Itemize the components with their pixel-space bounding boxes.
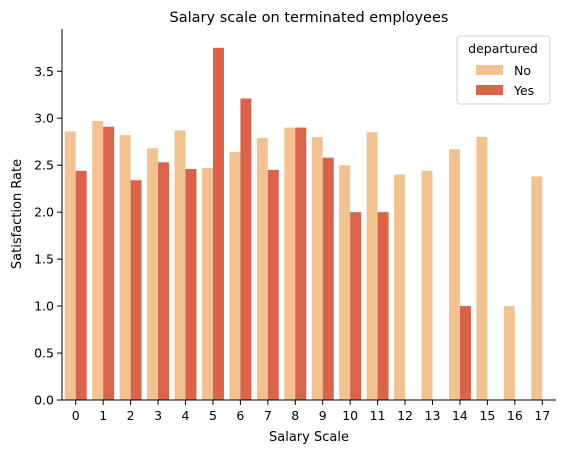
- legend-swatch-no: [476, 65, 503, 75]
- bar-yes-2: [130, 180, 142, 400]
- bar-no-10: [339, 165, 351, 400]
- y-axis: 0.0 0.5 1.0 1.5 2.0 2.5 3.0 3.5: [34, 64, 62, 408]
- y-tick-label: 3.5: [34, 64, 54, 79]
- legend-title: departured: [468, 41, 538, 56]
- bar-yes-14: [459, 306, 471, 400]
- bar-no-13: [421, 170, 433, 400]
- x-tick-label: 6: [236, 408, 244, 423]
- x-tick-label: 2: [127, 408, 135, 423]
- x-tick-label: 16: [507, 408, 523, 423]
- bar-no-8: [284, 127, 296, 401]
- x-tick-label: 8: [291, 408, 299, 423]
- bar-no-2: [119, 135, 131, 401]
- x-tick-label: 0: [72, 408, 80, 423]
- bar-yes-3: [158, 162, 170, 400]
- bar-no-4: [174, 130, 186, 400]
- legend-swatch-yes: [476, 85, 503, 95]
- bar-no-6: [229, 152, 241, 400]
- x-tick-label: 1: [99, 408, 107, 423]
- bar-no-14: [448, 149, 460, 400]
- x-tick-label: 14: [452, 408, 468, 423]
- bar-yes-10: [350, 212, 362, 400]
- y-tick-label: 0.5: [34, 346, 54, 361]
- y-axis-label: Satisfaction Rate: [10, 159, 25, 269]
- legend-label-yes: Yes: [513, 83, 534, 98]
- x-axis: 0 1 2 3 4 5 6 7 8 9 10 11 12 13 14 15 16 17: [72, 400, 550, 423]
- y-tick-label: 1.0: [34, 299, 54, 314]
- x-tick-label: 15: [479, 408, 495, 423]
- x-tick-label: 11: [370, 408, 386, 423]
- y-tick-label: 0.0: [34, 393, 54, 408]
- bar-no-16: [503, 306, 515, 400]
- bar-yes-7: [267, 169, 279, 400]
- bar-no-3: [147, 148, 159, 400]
- legend: departured No Yes: [456, 35, 551, 105]
- x-tick-label: 13: [425, 408, 441, 423]
- x-tick-label: 9: [319, 408, 327, 423]
- bar-no-17: [531, 176, 543, 400]
- bar-yes-1: [103, 126, 115, 400]
- bar-no-0: [64, 131, 76, 401]
- bars: [64, 47, 543, 401]
- bar-no-9: [311, 137, 323, 400]
- bar-yes-11: [377, 212, 389, 400]
- x-tick-label: 4: [182, 408, 190, 423]
- bar-no-5: [201, 168, 213, 400]
- y-tick-label: 1.5: [34, 252, 54, 267]
- bar-yes-0: [75, 170, 87, 400]
- bar-yes-8: [295, 127, 307, 401]
- bar-yes-6: [240, 98, 252, 401]
- y-tick-label: 2.5: [34, 158, 54, 173]
- x-tick-label: 10: [342, 408, 358, 423]
- bar-yes-4: [185, 168, 197, 400]
- bar-no-1: [92, 121, 104, 401]
- bar-no-12: [394, 174, 406, 400]
- x-tick-label: 17: [534, 408, 550, 423]
- bar-no-7: [256, 137, 268, 400]
- bar-yes-5: [212, 47, 224, 400]
- bar-no-15: [476, 137, 488, 400]
- x-tick-label: 5: [209, 408, 217, 423]
- legend-label-no: No: [514, 63, 531, 78]
- y-tick-label: 2.0: [34, 205, 54, 220]
- bar-yes-9: [322, 157, 334, 400]
- x-tick-label: 3: [154, 408, 162, 423]
- chart-title: Salary scale on terminated employees: [170, 10, 449, 26]
- y-tick-label: 3.0: [34, 111, 54, 126]
- x-axis-label: Salary Scale: [269, 430, 349, 445]
- x-tick-label: 12: [397, 408, 413, 423]
- bar-no-11: [366, 132, 378, 400]
- x-tick-label: 7: [264, 408, 272, 423]
